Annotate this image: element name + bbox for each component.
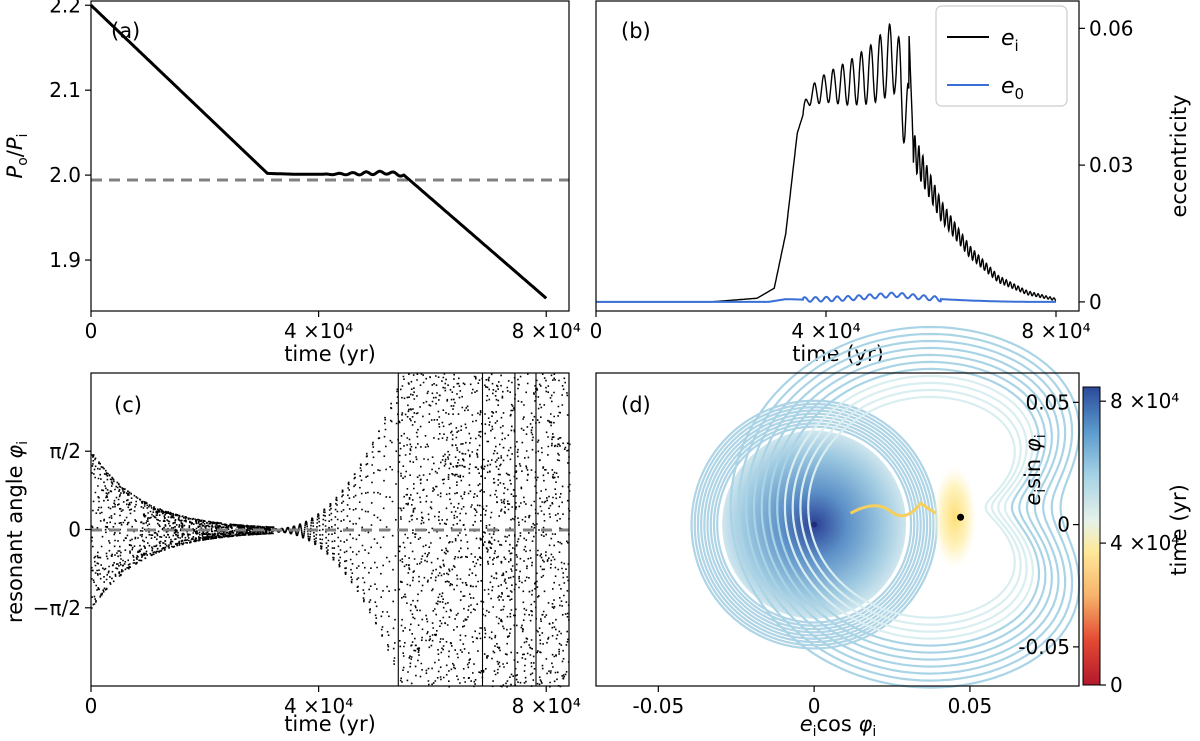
panel-d-xlabel: eicos φi <box>800 712 877 740</box>
panel-a-xlabel: time (yr) <box>284 342 376 366</box>
panel-b-x-ticks: 0 4 ×10⁴ 8 ×10⁴ <box>590 311 1091 343</box>
panel-a-label: (a) <box>111 19 140 43</box>
panel-d-axes <box>595 372 1080 687</box>
panel-c-xtick-label: 0 <box>85 694 98 718</box>
panel-d-outer-orbit <box>783 374 1034 640</box>
panel-d-outer-orbit <box>745 339 1067 675</box>
panel-b-y-ticks: 0 0.03 0.06 <box>1079 16 1134 314</box>
panel-d-ytick-label: -0.05 <box>1018 635 1070 659</box>
panel-d: (d) 0.05 0 -0.05 -0.05 0 0.05 eicos φi eisin… <box>595 325 1191 740</box>
panel-c: (c) π/2 0 −π/2 0 4 ×10⁴ 8 ×10⁴ time (yr) res… <box>3 372 581 736</box>
panel-d-trajectory <box>690 325 1081 689</box>
panel-d-ytick-label: 0 <box>1057 513 1070 537</box>
colorbar: 0 4 ×10⁴ 8 ×10⁴ time (yr) <box>1082 386 1191 697</box>
panel-c-label: (c) <box>114 393 142 417</box>
panel-d-outer-orbit <box>776 367 1041 647</box>
panel-a-ylabel: Po/Pi <box>3 134 31 179</box>
panel-d-y-ticks: 0.05 0 -0.05 <box>1018 390 1079 659</box>
panel-c-xtick-label: 8 ×10⁴ <box>512 694 581 718</box>
panel-d-outer-orbit <box>768 360 1047 654</box>
panel-d-xtick-label: -0.05 <box>632 694 684 718</box>
panel-d-outer-orbit <box>760 353 1054 661</box>
panel-b-legend: ei e0 <box>935 5 1068 107</box>
panel-a-ytick-label: 2.2 <box>49 0 81 17</box>
panel-d-outer-orbit <box>799 388 1022 626</box>
panel-a-xtick-label: 0 <box>85 319 98 343</box>
panel-a-series-line <box>89 4 548 300</box>
panel-a-xtick-label: 4 ×10⁴ <box>284 319 353 343</box>
panel-a-ytick-label: 2.1 <box>49 78 81 102</box>
colorbar-ticks: 0 4 ×10⁴ 8 ×10⁴ <box>1100 389 1179 697</box>
panel-c-ytick-label: π/2 <box>49 439 81 463</box>
panel-c-ytick-label: −π/2 <box>33 596 81 620</box>
panel-d-inner-orbit <box>700 409 929 640</box>
panel-d-xtick-label: 0.05 <box>948 694 993 718</box>
panel-d-inner-orbit <box>716 425 913 624</box>
panel-c-ytick-label: 0 <box>68 518 81 542</box>
panel-a-ytick-label: 1.9 <box>49 248 81 272</box>
panel-c-xlabel: time (yr) <box>284 712 376 736</box>
panel-a-ytick-label: 2.0 <box>49 163 81 187</box>
panel-d-ylabel: eisin φi <box>1021 434 1049 505</box>
panel-d-capture-path <box>849 501 937 518</box>
colorbar-tick-label: 8 ×10⁴ <box>1110 389 1179 413</box>
panel-c-ylabel: resonant angle φi <box>3 441 31 623</box>
panel-a: (a) 1.9 2.0 2.1 2.2 0 4 ×10⁴ 8 ×10⁴ time (yr)… <box>3 0 581 366</box>
panel-b-ytick-label: 0 <box>1089 290 1102 314</box>
panel-b-xtick-label: 4 ×10⁴ <box>791 319 860 343</box>
panel-c-y-ticks: π/2 0 −π/2 <box>33 439 91 620</box>
panel-d-end-point <box>957 513 965 521</box>
panel-b-xtick-label: 8 ×10⁴ <box>1021 319 1090 343</box>
panel-c-xtick-label: 4 ×10⁴ <box>284 694 353 718</box>
panel-d-inner-orbit <box>709 419 919 631</box>
panel-c-x-ticks: 0 4 ×10⁴ 8 ×10⁴ <box>85 686 581 718</box>
panel-a-y-ticks: 1.9 2.0 2.1 2.2 <box>49 0 91 272</box>
panel-b-label: (b) <box>621 19 651 43</box>
panel-b-ytick-label: 0.03 <box>1089 153 1134 177</box>
colorbar-label: time (yr) <box>1167 484 1191 576</box>
colorbar-tick-label: 0 <box>1110 673 1123 697</box>
panel-d-outer-orbit <box>737 332 1074 682</box>
panel-d-outer-orbit <box>791 381 1028 633</box>
panel-d-start-point <box>811 521 818 528</box>
colorbar-gradient <box>1082 386 1101 686</box>
panel-a-axes <box>90 0 570 312</box>
legend-e0-label: e0 <box>1001 74 1024 103</box>
panel-a-xtick-label: 8 ×10⁴ <box>512 319 581 343</box>
panel-b: (b) 0 0.03 0.06 0 4 ×10⁴ 8 ×10⁴ time (yr) ec… <box>590 0 1191 366</box>
panel-d-label: (d) <box>621 393 651 417</box>
legend-ei-label: ei <box>1001 26 1019 55</box>
panel-d-outer-orbit <box>729 325 1081 689</box>
panel-d-resonance-zone <box>932 465 977 570</box>
panel-d-outer-orbit <box>807 395 1016 619</box>
panel-c-points <box>91 373 571 688</box>
panel-b-ylabel: eccentricity <box>1167 95 1191 218</box>
panel-a-x-ticks: 0 4 ×10⁴ 8 ×10⁴ <box>85 311 581 343</box>
panel-b-axes <box>595 0 1080 312</box>
panel-d-outer-orbit <box>752 346 1060 668</box>
panel-b-ytick-label: 0.06 <box>1089 16 1134 40</box>
panel-b-xlabel: time (yr) <box>792 342 884 366</box>
panel-d-xtick-label: 0 <box>808 694 821 718</box>
panel-d-ytick-label: 0.05 <box>1025 390 1070 414</box>
panel-b-series-e0 <box>596 291 1056 303</box>
panel-d-x-ticks: -0.05 0 0.05 <box>632 686 992 718</box>
panel-b-xtick-label: 0 <box>590 319 603 343</box>
colorbar-tick-label: 4 ×10⁴ <box>1110 531 1179 555</box>
